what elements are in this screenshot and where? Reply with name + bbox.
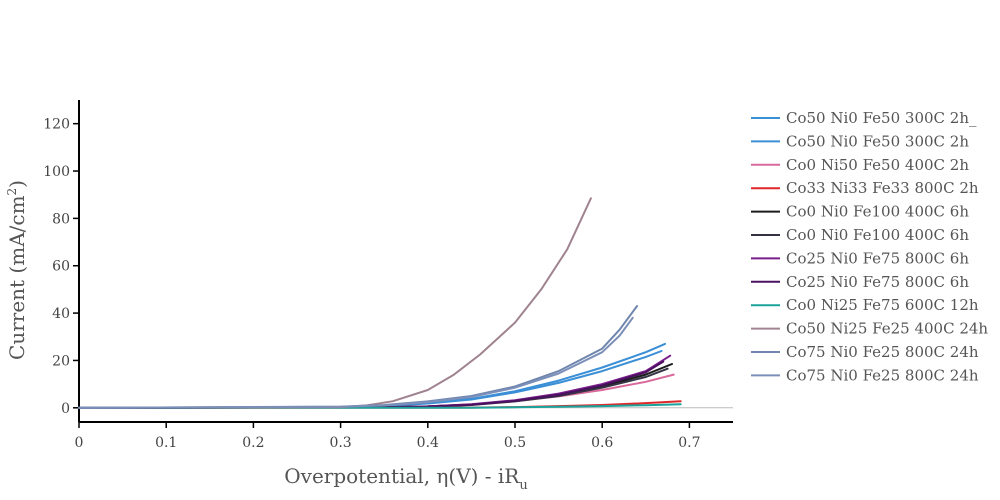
- x-tick-label: 0.3: [329, 435, 351, 451]
- x-tick-label: 0.7: [678, 435, 700, 451]
- legend-item[interactable]: Co25 Ni0 Fe75 800C 6h: [751, 273, 969, 291]
- series-line-5: [78, 363, 673, 409]
- legend-item[interactable]: Co0 Ni0 Fe100 400C 6h: [751, 203, 969, 221]
- x-tick-label: 0.6: [591, 435, 613, 451]
- legend-label: Co25 Ni0 Fe75 800C 6h: [786, 249, 969, 267]
- series-line-9: [78, 403, 682, 409]
- legend-label: Co75 Ni0 Fe25 800C 24h: [786, 366, 979, 384]
- legend-label: Co0 Ni0 Fe100 400C 6h: [786, 226, 969, 244]
- legend-label: Co50 Ni0 Fe50 300C 2h_: [786, 109, 977, 127]
- series-line-11: [78, 305, 639, 409]
- legend: Co50 Ni0 Fe50 300C 2h_ Co50 Ni0 Fe50 300C…: [751, 109, 988, 384]
- legend-item[interactable]: Co0 Ni50 Fe50 400C 2h: [751, 156, 969, 174]
- y-tick-label: 100: [43, 164, 70, 180]
- legend-item[interactable]: Co25 Ni0 Fe75 800C 6h: [751, 249, 969, 267]
- x-tick-label: 0: [75, 435, 84, 451]
- legend-item[interactable]: Co75 Ni0 Fe25 800C 24h: [751, 366, 979, 384]
- x-tick-label: 0.4: [417, 435, 439, 451]
- legend-label: Co50 Ni0 Fe50 300C 2h: [786, 132, 969, 150]
- x-tick-label: 0.5: [504, 435, 526, 451]
- series-line-12: [78, 316, 634, 409]
- legend-item[interactable]: Co0 Ni0 Fe100 400C 6h: [751, 226, 969, 244]
- series-line-8: [78, 360, 665, 409]
- legend-label: Co0 Ni0 Fe100 400C 6h: [786, 203, 969, 221]
- y-tick-label: 60: [52, 259, 70, 275]
- legend-item[interactable]: Co75 Ni0 Fe25 800C 24h: [751, 343, 979, 361]
- legend-label: Co0 Ni25 Fe75 600C 12h: [786, 296, 979, 314]
- x-tick-label: 0.2: [242, 435, 264, 451]
- legend-label: Co50 Ni25 Fe25 400C 24h: [786, 320, 988, 338]
- x-tick-label: 0.1: [155, 435, 177, 451]
- y-tick-label: 40: [52, 306, 70, 322]
- series-line-2: [78, 350, 663, 409]
- series-line-10: [78, 197, 592, 409]
- legend-label: Co75 Ni0 Fe25 800C 24h: [786, 343, 979, 361]
- y-tick-label: 120: [43, 117, 70, 133]
- y-axis-title: Current (mA/cm2): [5, 180, 29, 360]
- y-tick-label: 80: [52, 211, 70, 227]
- y-tick-label: 20: [52, 353, 70, 369]
- series-line-1: [78, 342, 666, 409]
- x-axis-title: Overpotential, η(V) - iRu: [284, 464, 528, 493]
- legend-item[interactable]: Co50 Ni0 Fe50 300C 2h: [751, 132, 969, 150]
- y-tick-label: 0: [61, 401, 70, 417]
- legend-item[interactable]: Co50 Ni25 Fe25 400C 24h: [751, 320, 988, 338]
- legend-item[interactable]: Co50 Ni0 Fe50 300C 2h_: [751, 109, 977, 127]
- legend-item[interactable]: Co33 Ni33 Fe33 800C 2h: [751, 179, 979, 197]
- series-layer: [78, 197, 682, 409]
- y-axis: 0 20 40 60 80 100 120: [43, 100, 80, 422]
- legend-label: Co33 Ni33 Fe33 800C 2h: [786, 179, 979, 197]
- series-line-7: [78, 354, 672, 409]
- legend-label: Co0 Ni50 Fe50 400C 2h: [786, 156, 969, 174]
- legend-item[interactable]: Co0 Ni25 Fe75 600C 12h: [751, 296, 979, 314]
- legend-label: Co25 Ni0 Fe75 800C 6h: [786, 273, 969, 291]
- x-axis: 0 0.1 0.2 0.3 0.4 0.5 0.6 0.7: [75, 421, 733, 451]
